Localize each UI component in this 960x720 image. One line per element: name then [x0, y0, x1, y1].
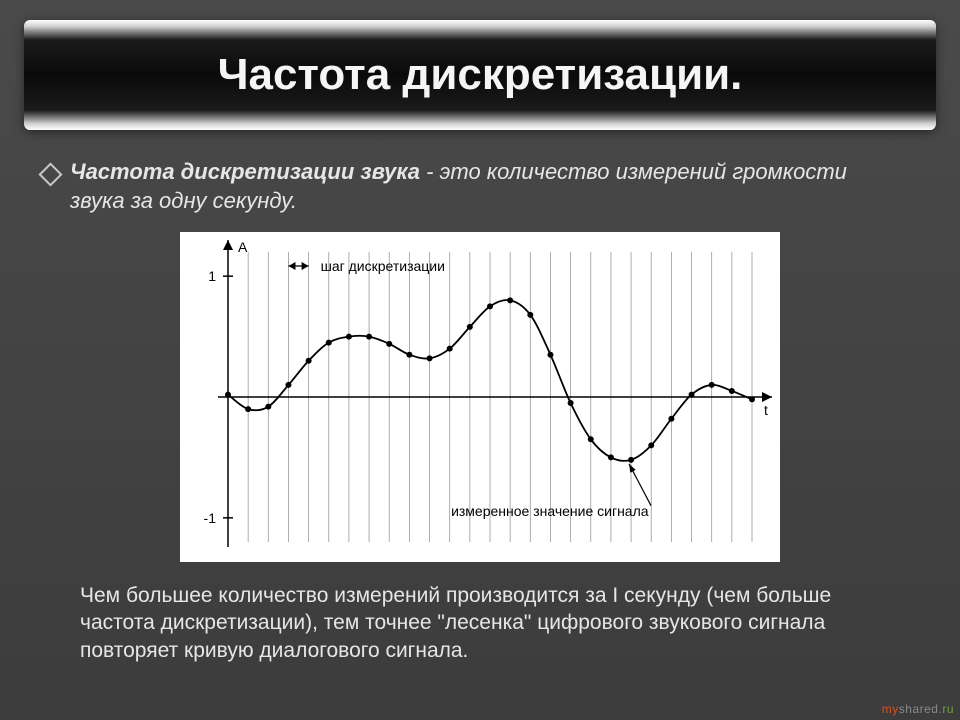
definition-term: Частота дискретизации звука [70, 159, 420, 184]
title-banner: Частота дискретизации. [24, 20, 936, 130]
slide: Частота дискретизации. Частота дискретиз… [0, 0, 960, 720]
svg-text:t: t [764, 402, 768, 418]
svg-text:-1: -1 [204, 510, 217, 526]
svg-text:измеренное значение сигнала: измеренное значение сигнала [451, 503, 649, 519]
title-text: Частота дискретизации. [218, 50, 743, 100]
svg-text:шаг дискретизации: шаг дискретизации [321, 258, 445, 274]
watermark-ru: .ru [938, 702, 954, 716]
svg-text:1: 1 [208, 268, 216, 284]
footer-paragraph: Чем большее количество измерений произво… [80, 582, 880, 664]
watermark-my: my [882, 702, 899, 716]
diamond-bullet-icon [38, 162, 62, 186]
sampling-chart: 1 -1 At шаг дискретизации измеренное значени… [180, 232, 780, 562]
svg-text:A: A [238, 239, 248, 255]
chart-svg: 1 -1 At шаг дискретизации измеренное значени… [180, 232, 780, 562]
watermark: myshared.ru [882, 702, 954, 716]
watermark-shared: shared [899, 702, 939, 716]
definition-paragraph: Частота дискретизации звука - это количе… [70, 158, 870, 215]
